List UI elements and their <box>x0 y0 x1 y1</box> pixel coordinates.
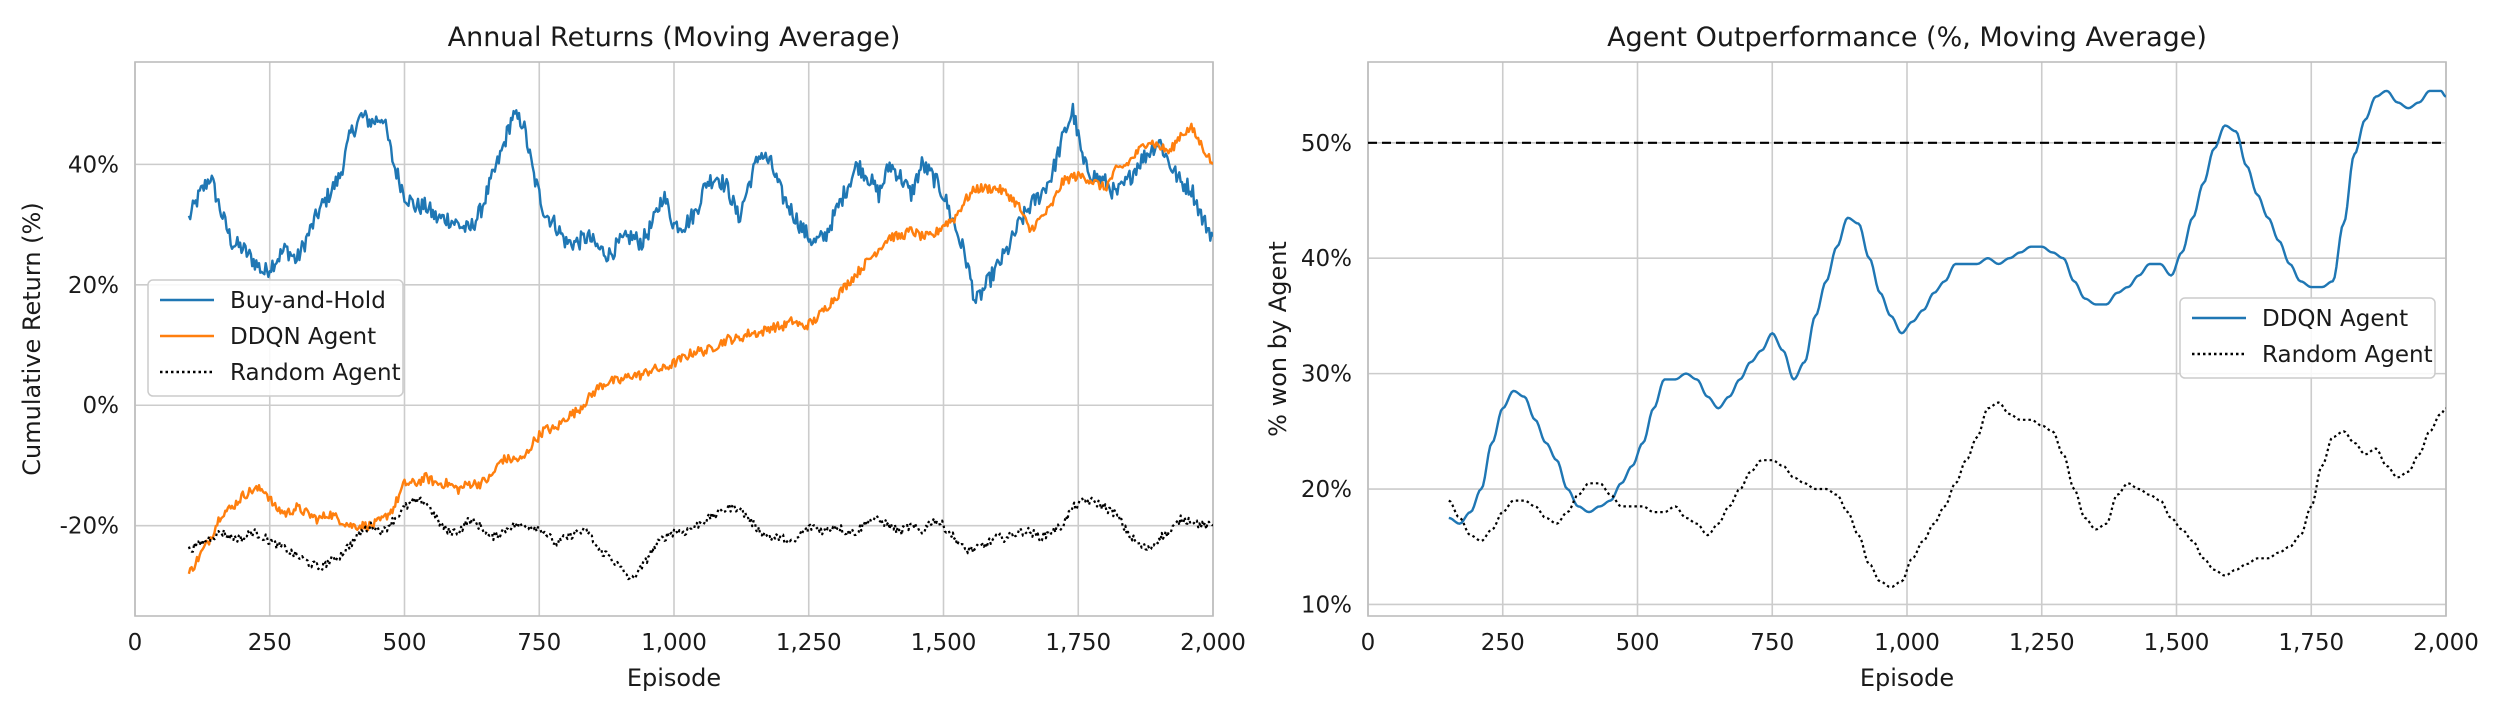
y-tick-label: 40% <box>1301 246 1352 272</box>
y-tick-label: 40% <box>68 152 119 178</box>
legend-label: Buy-and-Hold <box>230 288 386 314</box>
x-tick-label: 500 <box>383 630 427 656</box>
series-line-random-agent <box>187 496 1213 581</box>
y-tick-label: 20% <box>68 273 119 299</box>
x-tick-label: 1,000 <box>641 630 707 656</box>
y-tick-label: 20% <box>1301 477 1352 503</box>
legend-label: Random Agent <box>230 360 401 386</box>
x-axis-label: Episode <box>1860 664 1954 692</box>
y-axis-label: % won by Agent <box>1264 241 1292 437</box>
legend-label: Random Agent <box>2262 342 2433 368</box>
plot-frame <box>134 61 1214 617</box>
y-tick-label: 0% <box>83 393 120 419</box>
series-line-ddqn-agent <box>1448 89 2446 525</box>
y-tick-label: -20% <box>60 514 119 540</box>
y-tick-label: 30% <box>1301 362 1352 388</box>
chart-title: Annual Returns (Moving Average) <box>448 22 901 53</box>
x-tick-label: 1,750 <box>2278 630 2344 656</box>
x-tick-label: 0 <box>128 630 143 656</box>
x-tick-label: 1,000 <box>1874 630 1940 656</box>
x-tick-label: 750 <box>517 630 561 656</box>
legend-box <box>147 279 404 397</box>
x-tick-label: 1,500 <box>2144 630 2210 656</box>
legend-label: DDQN Agent <box>2262 306 2408 332</box>
chart-2: 0 250 500 750 1,000 1,250 1,500 1,750 2,000 10% 20… <box>1264 22 2479 692</box>
legend: Buy-and-Hold DDQN Agent Random Agent <box>147 279 404 397</box>
x-tick-label: 1,250 <box>776 630 842 656</box>
y-axis-label: Cumulative Return (%) <box>18 202 46 475</box>
x-tick-label: 1,750 <box>1045 630 1111 656</box>
legend-label: DDQN Agent <box>230 324 376 350</box>
series-line-buy-and-hold <box>187 102 1213 305</box>
x-axis-label: Episode <box>627 664 721 692</box>
x-tick-label: 1,500 <box>911 630 977 656</box>
x-tick-label: 0 <box>1361 630 1376 656</box>
chart-title: Agent Outperformance (%, Moving Average) <box>1607 22 2207 53</box>
x-tick-label: 250 <box>1481 630 1525 656</box>
x-tick-label: 750 <box>1750 630 1794 656</box>
x-tick-label: 2,000 <box>1180 630 1246 656</box>
y-tick-label: 50% <box>1301 131 1352 157</box>
x-tick-label: 2,000 <box>2413 630 2479 656</box>
series-line-random-agent <box>1448 401 2446 589</box>
legend: DDQN Agent Random Agent <box>2179 297 2436 379</box>
series-line-ddqn-agent <box>187 122 1213 575</box>
plot-frame <box>1367 61 2447 617</box>
chart-1: 0 250 500 750 1,000 1,250 1,500 1,750 2,000 -20% 0… <box>18 22 1246 692</box>
y-tick-label: 10% <box>1301 592 1352 618</box>
x-tick-label: 250 <box>248 630 292 656</box>
x-tick-label: 500 <box>1616 630 1660 656</box>
x-tick-label: 1,250 <box>2009 630 2075 656</box>
